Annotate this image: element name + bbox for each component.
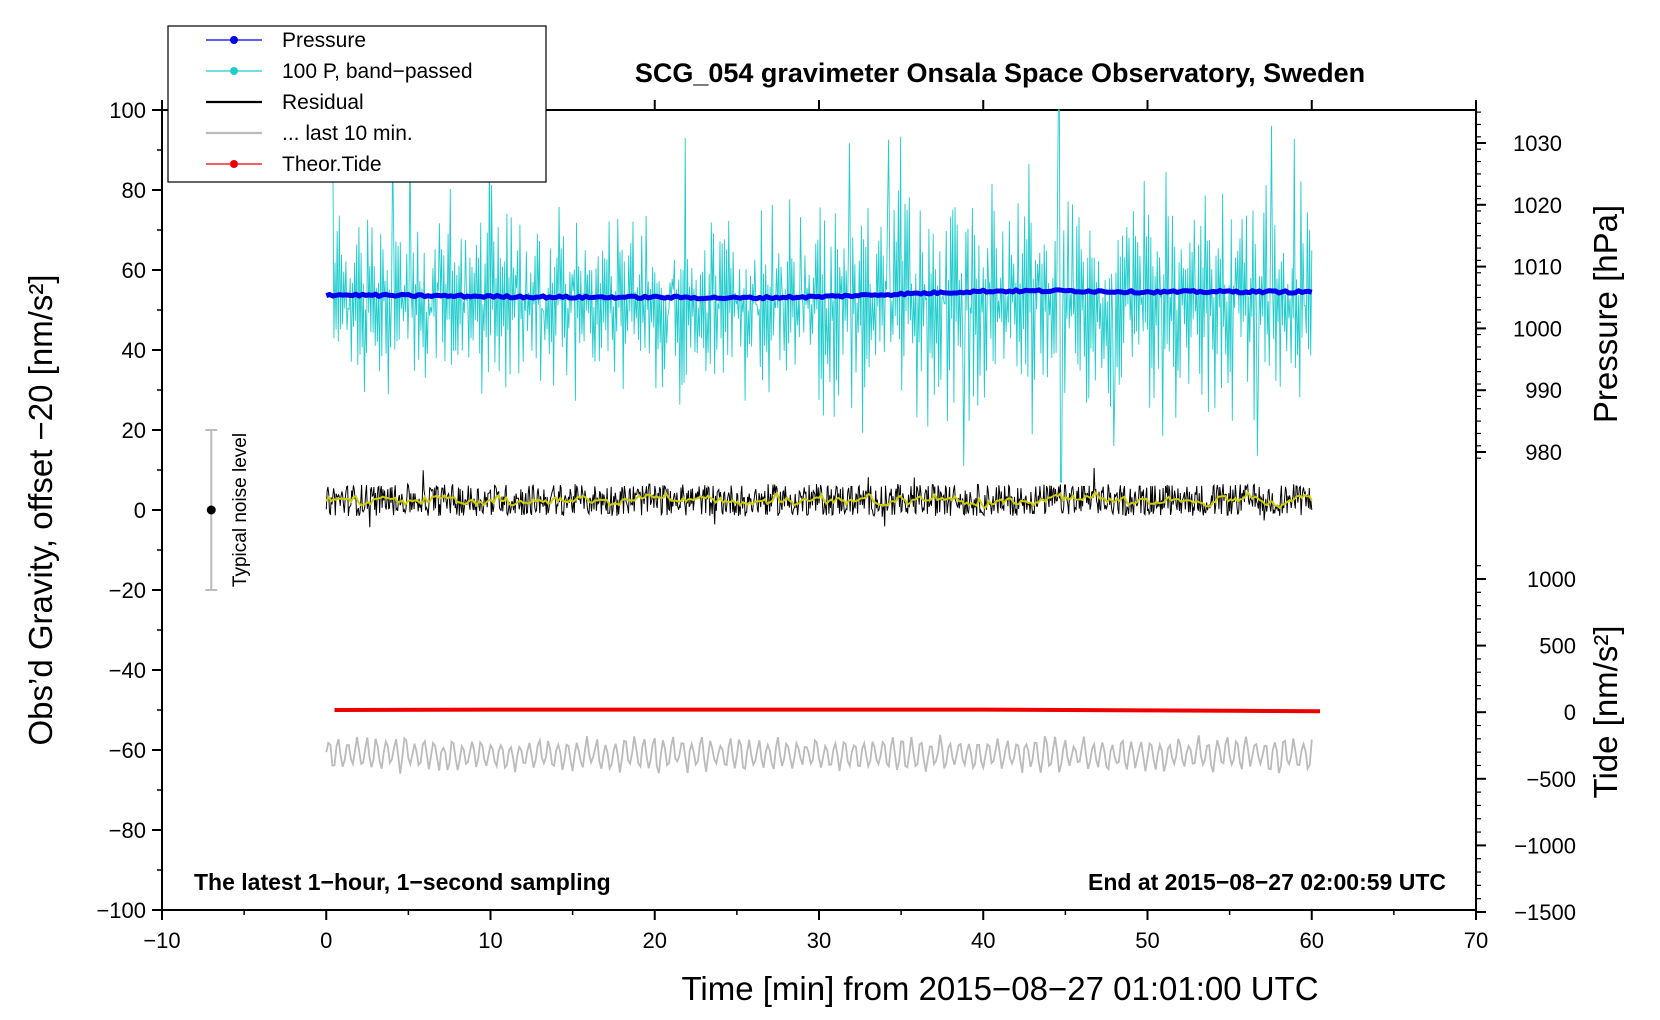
chart-title: SCG_054 gravimeter Onsala Space Observat… bbox=[635, 58, 1365, 88]
y-tick-label: −40 bbox=[109, 658, 146, 683]
last-10-min-line bbox=[325, 734, 1313, 774]
residual-line bbox=[325, 467, 1313, 528]
x-axis-title: Time [min] from 2015−08−27 01:01:00 UTC bbox=[681, 970, 1318, 1007]
x-tick-label: 50 bbox=[1135, 928, 1159, 953]
y-tick-label: −100 bbox=[96, 898, 146, 923]
axis-ticks bbox=[152, 100, 1486, 920]
y-tick-label: 20 bbox=[122, 418, 146, 443]
pressure-tick-label: 990 bbox=[1525, 378, 1562, 403]
y-axis-title-pressure: Pressure [hPa] bbox=[1587, 205, 1624, 423]
x-tick-label: 20 bbox=[643, 928, 667, 953]
noise-bar-center bbox=[206, 505, 216, 515]
x-tick-label: 0 bbox=[320, 928, 332, 953]
series-pressure bbox=[325, 287, 1313, 302]
x-tick-label: 40 bbox=[971, 928, 995, 953]
x-tick-label: 70 bbox=[1464, 928, 1488, 953]
legend-box bbox=[167, 25, 547, 183]
tide-tick-label: −1000 bbox=[1514, 833, 1576, 858]
legend-label: ... last 10 min. bbox=[282, 122, 413, 145]
y-axis-title-tide: Tide [nm/s²] bbox=[1587, 626, 1624, 799]
x-tick-label: 30 bbox=[807, 928, 831, 953]
tick-labels: −10 0 10 20 30 40 50 60 70−100−80−60−40−20020406… bbox=[96, 98, 1576, 953]
legend-marker bbox=[230, 67, 238, 75]
series-theor-tide bbox=[334, 707, 1321, 714]
y-tick-label: 80 bbox=[122, 178, 146, 203]
pressure-tick-label: 1010 bbox=[1513, 255, 1562, 280]
annotation-left: The latest 1−hour, 1−second sampling bbox=[194, 869, 611, 895]
noise-bar bbox=[205, 429, 218, 591]
theor-tide-line bbox=[334, 707, 1321, 714]
residual-smoothed-line bbox=[325, 490, 1313, 510]
y-tick-label: −60 bbox=[109, 738, 146, 763]
legend-marker bbox=[230, 36, 238, 44]
x-tick-label: 60 bbox=[1300, 928, 1324, 953]
pressure-tick-label: 980 bbox=[1525, 440, 1562, 465]
legend-label: 100 P, band−passed bbox=[282, 60, 473, 83]
y-axis-title-left: Obs’d Gravity, offset −20 [nm/s²] bbox=[22, 274, 59, 745]
pressure-tick-label: 1030 bbox=[1513, 131, 1562, 156]
tide-tick-label: 0 bbox=[1564, 700, 1576, 725]
legend: Pressure 100 P, band−passed Residual ... la… bbox=[167, 25, 547, 183]
tide-tick-label: 500 bbox=[1539, 634, 1576, 659]
annotation-right: End at 2015−08−27 02:00:59 UTC bbox=[1088, 869, 1446, 895]
tide-tick-label: −500 bbox=[1526, 767, 1576, 792]
noise-label: Typical noise level bbox=[230, 433, 251, 587]
y-tick-label: 60 bbox=[122, 258, 146, 283]
legend-label: Theor.Tide bbox=[282, 153, 382, 176]
y-tick-label: 40 bbox=[122, 338, 146, 363]
legend-label: Residual bbox=[282, 91, 364, 114]
x-tick-label: 10 bbox=[478, 928, 502, 953]
pressure-line bbox=[325, 287, 1313, 302]
pressure-tick-label: 1020 bbox=[1513, 193, 1562, 218]
y-tick-label: −80 bbox=[109, 818, 146, 843]
legend-marker bbox=[230, 160, 238, 168]
x-tick-label: −10 bbox=[143, 928, 180, 953]
tide-tick-label: 1000 bbox=[1527, 567, 1576, 592]
y-tick-label: 100 bbox=[109, 98, 146, 123]
tide-tick-label: −1500 bbox=[1514, 900, 1576, 925]
series-residual bbox=[325, 467, 1313, 528]
pressure-tick-label: 1000 bbox=[1513, 316, 1562, 341]
series-last-10-min bbox=[325, 734, 1313, 774]
y-tick-label: −20 bbox=[109, 578, 146, 603]
legend-label: Pressure bbox=[282, 29, 366, 52]
y-tick-label: 0 bbox=[134, 498, 146, 523]
series-band-passed-pressure bbox=[332, 109, 1313, 483]
band-passed-pressure-line bbox=[332, 109, 1313, 483]
